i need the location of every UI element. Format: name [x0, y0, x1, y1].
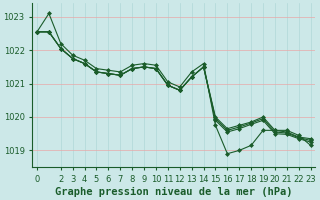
- X-axis label: Graphe pression niveau de la mer (hPa): Graphe pression niveau de la mer (hPa): [55, 186, 292, 197]
